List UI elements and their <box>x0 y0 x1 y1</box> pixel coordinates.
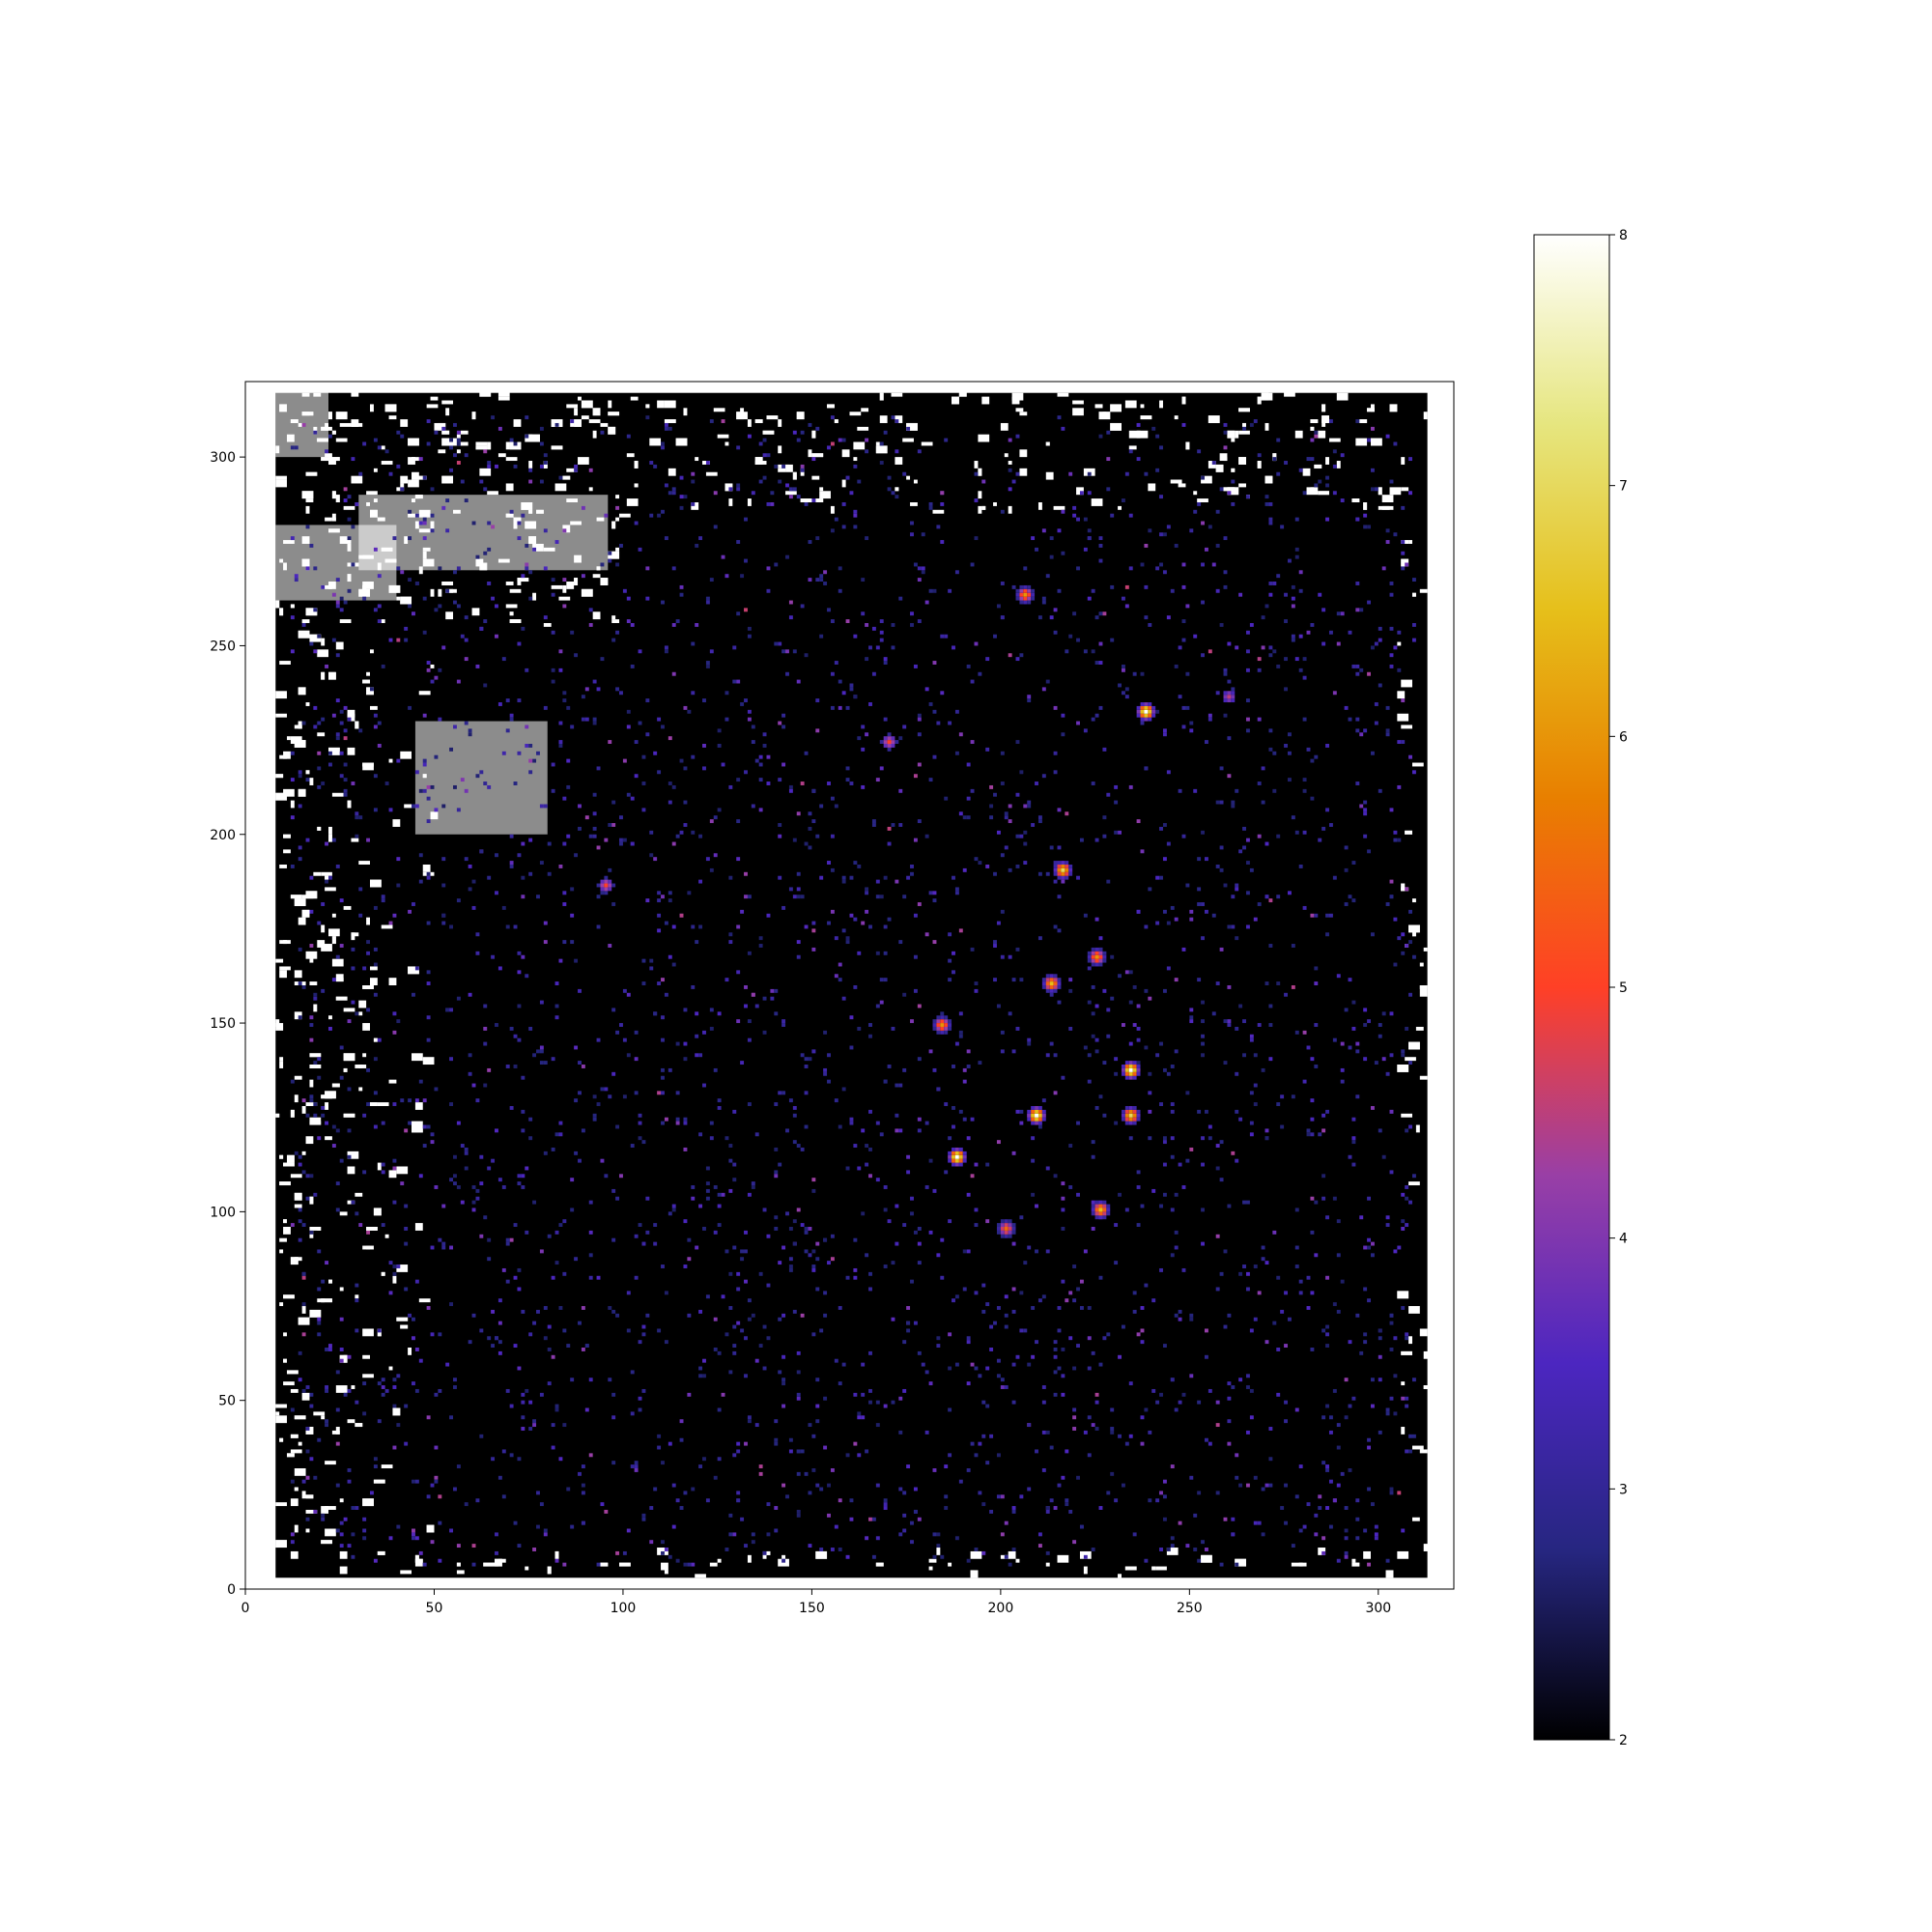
y-tick-label: 0 <box>227 1582 236 1598</box>
x-tick-label: 100 <box>611 1601 637 1616</box>
source-5 <box>1121 1106 1141 1125</box>
bright-sources <box>596 584 1236 1238</box>
plot-area <box>245 382 1454 1589</box>
colorbar-tick-label: 7 <box>1619 479 1628 495</box>
noise-pixels <box>290 415 1416 1567</box>
colorbar-ticks: 2 3 4 5 6 7 8 <box>1609 228 1628 1748</box>
source-2 <box>948 1147 967 1167</box>
source-9 <box>1091 1200 1111 1220</box>
x-tick-label: 250 <box>1177 1601 1203 1616</box>
source-4 <box>1053 861 1073 880</box>
colorbar-tick-label: 5 <box>1619 980 1628 996</box>
source-6 <box>1041 974 1062 993</box>
x-tick-label: 50 <box>426 1601 443 1616</box>
x-tick-label: 0 <box>242 1601 250 1616</box>
y-tick-label: 200 <box>210 828 236 843</box>
data-footprint <box>275 392 1428 1578</box>
y-tick-label: 150 <box>210 1016 236 1032</box>
source-0 <box>1121 1061 1141 1080</box>
source-12 <box>1223 691 1236 703</box>
source-13 <box>879 732 899 752</box>
x-tick-label: 300 <box>1365 1601 1391 1616</box>
source-8 <box>932 1015 952 1035</box>
source-3 <box>1136 702 1156 722</box>
colorbar-tick-label: 6 <box>1619 729 1628 745</box>
x-tick-label: 150 <box>799 1601 825 1616</box>
x-axis: 0 50 100 150 200 250 300 <box>242 1589 1391 1616</box>
colorbar-gradient <box>1533 234 1610 1741</box>
colorbar-tick-label: 8 <box>1619 228 1628 243</box>
y-tick-label: 300 <box>210 450 236 466</box>
source-1 <box>1027 1106 1046 1125</box>
y-axis: 0 50 100 150 200 250 300 <box>210 450 245 1598</box>
colorbar-tick-label: 2 <box>1619 1733 1628 1748</box>
y-tick-label: 100 <box>210 1205 236 1220</box>
coverage-mask <box>275 388 1435 1578</box>
x-tick-label: 200 <box>988 1601 1014 1616</box>
source-10 <box>996 1219 1016 1238</box>
colorbar: 2 3 4 5 6 7 8 <box>1533 228 1628 1748</box>
plot-frame <box>244 381 1455 1590</box>
y-tick-label: 50 <box>218 1394 236 1409</box>
colorbar-tick-label: 3 <box>1619 1482 1628 1497</box>
source-11 <box>1015 584 1036 605</box>
source-14 <box>596 875 616 895</box>
source-7 <box>1087 947 1107 967</box>
y-tick-label: 250 <box>210 639 236 654</box>
colorbar-tick-label: 4 <box>1619 1232 1628 1247</box>
